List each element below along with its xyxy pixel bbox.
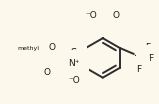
Text: O: O xyxy=(48,43,55,52)
Text: ⁻O: ⁻O xyxy=(68,76,80,85)
Text: F: F xyxy=(136,65,141,74)
Text: methyl: methyl xyxy=(17,46,39,51)
Text: N⁺: N⁺ xyxy=(68,59,80,68)
Text: S: S xyxy=(71,48,77,58)
Text: O: O xyxy=(43,68,50,77)
Text: ⁻O: ⁻O xyxy=(85,11,97,20)
Text: F: F xyxy=(145,43,150,52)
Text: F: F xyxy=(148,54,153,63)
Text: N: N xyxy=(100,19,107,28)
Text: O: O xyxy=(112,11,119,20)
